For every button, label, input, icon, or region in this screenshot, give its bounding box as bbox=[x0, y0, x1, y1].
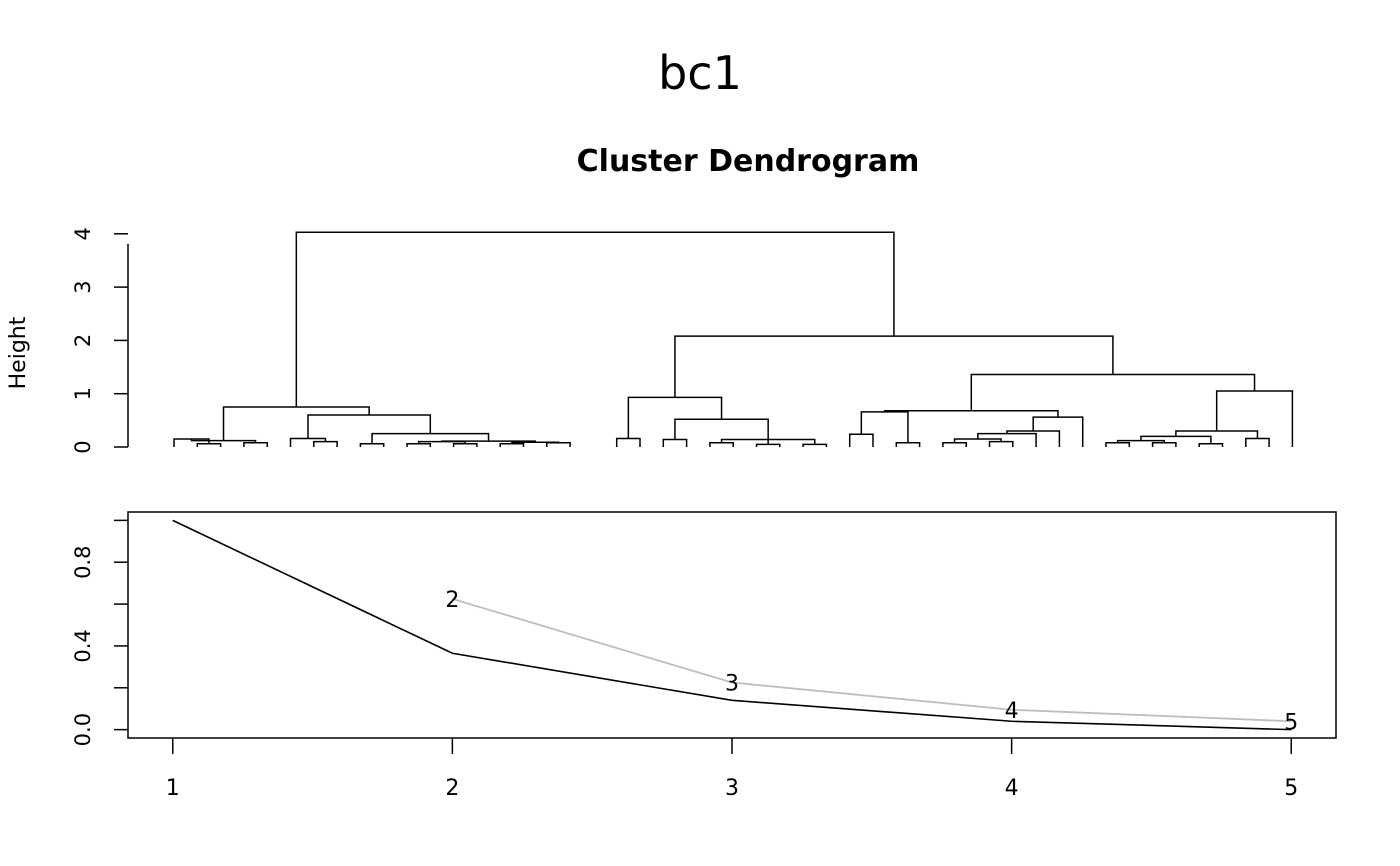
line-x-tick-label: 2 bbox=[445, 776, 459, 801]
line-panel: 1 2 3 4 5 0.0 0.4 0.8 2 3 4 5 bbox=[71, 511, 1337, 801]
line-point-label: 4 bbox=[1005, 699, 1019, 724]
line-series: 2 3 4 5 bbox=[172, 519, 1298, 735]
dendrogram-y-tick-label: 4 bbox=[71, 227, 95, 240]
dendrogram-y-tick-label: 0 bbox=[71, 440, 95, 453]
line-y-tick-label: 0.8 bbox=[71, 546, 95, 579]
dendrogram-y-tick-label: 1 bbox=[71, 387, 95, 400]
dendrogram-y-tick-label: 2 bbox=[71, 334, 95, 347]
figure-title: bc1 bbox=[658, 46, 742, 100]
line-y-tick-label: 0.4 bbox=[71, 629, 95, 662]
dendrogram-y-axis: 0 1 2 3 4 bbox=[71, 227, 129, 454]
line-series-secondary bbox=[452, 597, 1292, 723]
dendrogram-y-tick-label: 3 bbox=[71, 280, 95, 293]
line-x-tick-label: 5 bbox=[1284, 776, 1298, 801]
line-point-label: 3 bbox=[725, 672, 739, 697]
line-x-axis: 1 2 3 4 5 bbox=[166, 738, 1298, 801]
dendrogram-title: Cluster Dendrogram bbox=[577, 144, 920, 179]
dendrogram-merge-branch bbox=[295, 231, 895, 408]
line-x-tick-label: 4 bbox=[1005, 776, 1019, 801]
dendrogram-panel: Cluster Dendrogram Height 0 1 2 3 4 bbox=[6, 144, 1294, 454]
line-y-tick-label: 0.0 bbox=[71, 713, 95, 746]
dendrogram-y-axis-label: Height bbox=[6, 316, 31, 389]
line-x-tick-label: 3 bbox=[725, 776, 739, 801]
line-series-primary bbox=[172, 519, 1292, 731]
line-point-label: 2 bbox=[445, 588, 459, 613]
dendrogram-tree bbox=[173, 231, 1294, 447]
line-point-label: 5 bbox=[1284, 710, 1298, 735]
line-y-axis: 0.0 0.4 0.8 bbox=[71, 519, 128, 746]
line-x-tick-label: 1 bbox=[166, 776, 180, 801]
